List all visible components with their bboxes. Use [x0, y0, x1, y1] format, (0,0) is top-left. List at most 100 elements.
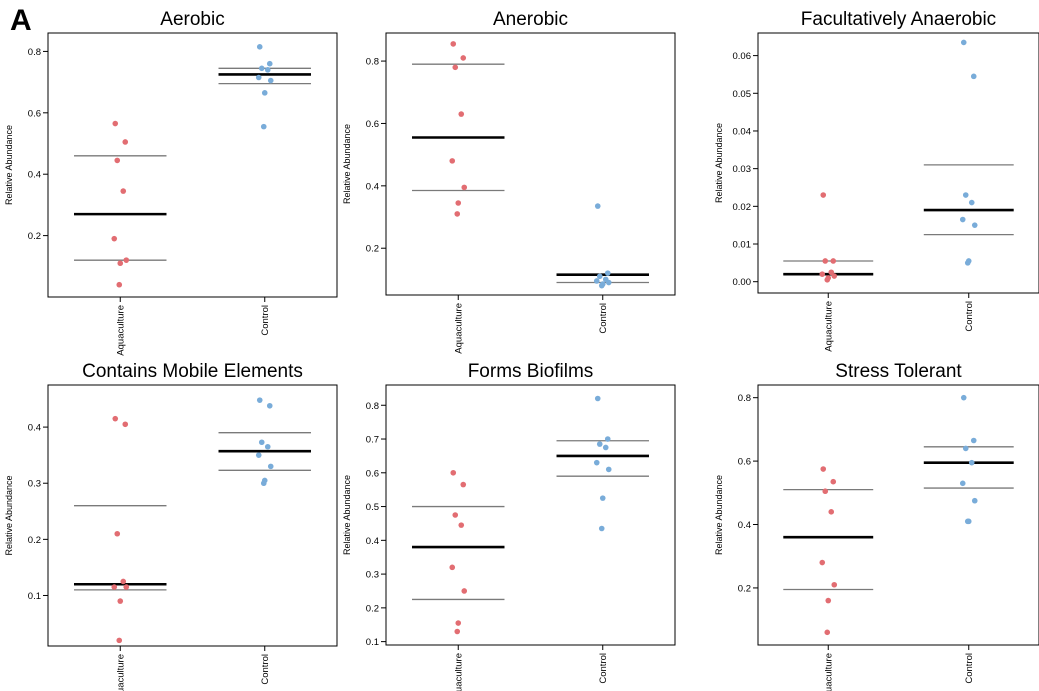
- aquaculture-point: [822, 488, 829, 495]
- chart-panel: Forms Biofilms 0.1 0.2 0.3 0.4 0.5 0.6 0.7 0.8 Re…: [342, 361, 676, 691]
- y-tick-label: 0.8: [366, 57, 379, 68]
- aquaculture-point: [450, 469, 457, 476]
- control-point: [266, 60, 273, 67]
- control-point: [599, 495, 606, 501]
- aquaculture-point: [455, 200, 462, 206]
- chart-title: Forms Biofilms: [468, 361, 594, 382]
- y-tick-label: 0.04: [733, 126, 752, 137]
- control-point: [266, 402, 273, 409]
- aquaculture-point: [819, 559, 826, 566]
- y-tick-label: 0.8: [738, 393, 751, 404]
- x-tick-label: Aquaculture: [115, 305, 126, 356]
- control-point: [258, 439, 265, 446]
- control-point: [256, 44, 263, 50]
- control-point: [959, 216, 966, 223]
- control-point: [959, 480, 966, 487]
- control-point: [267, 463, 274, 470]
- aquaculture-point: [122, 421, 129, 428]
- aquaculture-point: [122, 139, 129, 145]
- x-tick-label: Control: [964, 653, 975, 684]
- chart-title: Anerobic: [493, 9, 568, 30]
- aquaculture-point: [460, 55, 467, 61]
- control-point: [971, 222, 978, 228]
- aquaculture-point: [452, 512, 459, 518]
- x-tick-label: Control: [598, 303, 609, 334]
- aquaculture-point: [824, 629, 831, 636]
- control-point: [260, 480, 267, 487]
- y-tick-label: 0.8: [366, 401, 379, 412]
- y-tick-label: 0.3: [366, 570, 379, 581]
- aquaculture-point: [830, 478, 837, 485]
- y-axis-label: Relative Abundance: [714, 475, 724, 555]
- y-tick-label: 0.03: [733, 164, 752, 175]
- control-point: [960, 394, 967, 401]
- x-tick-label: Control: [260, 305, 271, 336]
- aquaculture-point: [831, 581, 838, 588]
- aquaculture-point: [449, 564, 456, 571]
- control-point: [604, 436, 611, 442]
- y-tick-label: 0.6: [738, 457, 751, 468]
- aquaculture-point: [449, 158, 456, 164]
- plot-frame: [757, 384, 1039, 646]
- y-tick-label: 0.00: [733, 277, 752, 288]
- aquaculture-point: [452, 64, 459, 71]
- aquaculture-point: [114, 530, 121, 537]
- x-tick-label: Control: [964, 301, 975, 332]
- x-tick-label: Aquaculture: [115, 654, 126, 691]
- control-point: [594, 395, 601, 402]
- aquaculture-point: [111, 584, 118, 590]
- control-point: [964, 518, 971, 525]
- control-point: [605, 466, 612, 473]
- aquaculture-point: [455, 620, 462, 626]
- chart-panel: Aerobic 0.2 0.4 0.6 0.8 Relative Abundance Aqu…: [4, 9, 338, 356]
- plot-frame: [47, 32, 338, 298]
- aquaculture-point: [454, 628, 461, 635]
- control-point: [258, 65, 265, 72]
- aquaculture-point: [458, 522, 465, 528]
- aquaculture-point: [450, 41, 457, 47]
- plot-frame: [385, 384, 676, 646]
- control-point: [596, 273, 603, 280]
- aquaculture-point: [112, 415, 119, 422]
- aquaculture-point: [114, 157, 121, 164]
- control-point: [962, 445, 969, 452]
- y-tick-label: 0.01: [733, 240, 752, 251]
- y-tick-label: 0.8: [28, 47, 41, 58]
- y-tick-label: 0.2: [28, 535, 41, 546]
- control-point: [256, 397, 263, 403]
- control-point: [604, 270, 611, 276]
- y-tick-label: 0.4: [28, 423, 41, 434]
- control-point: [960, 39, 967, 46]
- aquaculture-point: [820, 466, 827, 472]
- chart-panel: Facultatively Anaerobic 0.00 0.01 0.02 0.03 0…: [714, 9, 1039, 352]
- control-point: [598, 525, 605, 532]
- control-point: [605, 279, 612, 286]
- y-tick-label: 0.4: [366, 536, 379, 547]
- control-point: [968, 459, 975, 466]
- y-axis-label: Relative Abundance: [342, 124, 352, 204]
- plot-frame: [757, 32, 1039, 294]
- y-tick-label: 0.3: [28, 479, 41, 490]
- aquaculture-point: [819, 271, 826, 277]
- aquaculture-point: [123, 257, 130, 263]
- control-point: [264, 67, 271, 73]
- x-tick-label: Control: [260, 654, 271, 685]
- chart-title: Aerobic: [160, 9, 224, 30]
- y-tick-label: 0.05: [733, 89, 752, 100]
- control-point: [264, 443, 271, 450]
- x-tick-label: Aquaculture: [453, 653, 464, 691]
- y-tick-label: 0.2: [28, 231, 41, 242]
- control-point: [267, 77, 274, 84]
- plot-frame: [385, 32, 676, 296]
- chart-panel: Anerobic 0.2 0.4 0.6 0.8 Relative Abundance Aq…: [342, 9, 676, 354]
- y-tick-label: 0.2: [738, 583, 751, 594]
- aquaculture-point: [460, 481, 467, 488]
- y-tick-label: 0.4: [366, 181, 379, 192]
- y-axis-label: Relative Abundance: [4, 125, 14, 205]
- control-point: [255, 74, 262, 81]
- control-point: [593, 459, 600, 466]
- chart-title: Stress Tolerant: [835, 361, 962, 382]
- control-point: [593, 278, 600, 284]
- control-point: [255, 452, 262, 458]
